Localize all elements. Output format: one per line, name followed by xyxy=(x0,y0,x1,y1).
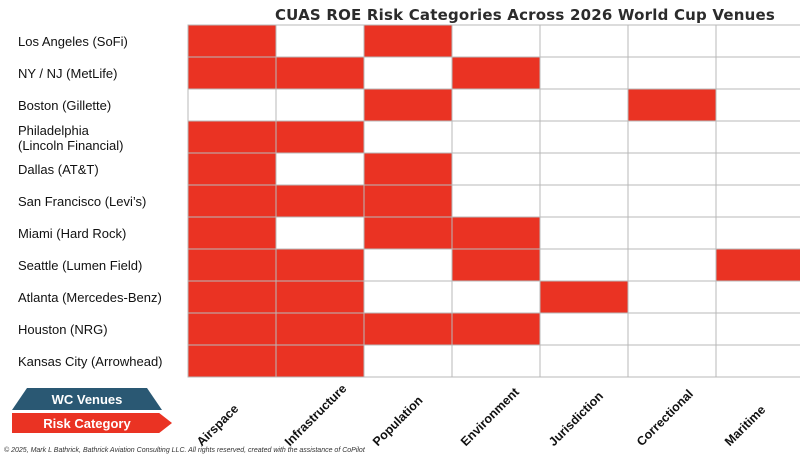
cell-r5-c3 xyxy=(451,184,541,218)
cell-r6-c4 xyxy=(539,216,629,250)
cell-r4-c2 xyxy=(363,152,453,186)
cell-r9-c6 xyxy=(715,312,800,346)
cell-r7-c4 xyxy=(539,248,629,282)
cell-r8-c5 xyxy=(627,280,717,314)
cell-r7-c3 xyxy=(451,248,541,282)
row-label: Seattle (Lumen Field) xyxy=(18,257,143,273)
cell-r5-c4 xyxy=(539,184,629,218)
cell-r10-c3 xyxy=(451,344,541,378)
cell-r6-c5 xyxy=(627,216,717,250)
cell-r3-c4 xyxy=(539,120,629,154)
cell-r2-c5 xyxy=(627,88,717,122)
cell-r2-c0 xyxy=(187,88,277,122)
cell-r2-c6 xyxy=(715,88,800,122)
cell-r1-c0 xyxy=(187,56,277,90)
cell-r10-c1 xyxy=(275,344,365,378)
cell-r0-c4 xyxy=(539,24,629,58)
cell-r1-c6 xyxy=(715,56,800,90)
cell-r10-c2 xyxy=(363,344,453,378)
cell-r1-c5 xyxy=(627,56,717,90)
cell-r8-c3 xyxy=(451,280,541,314)
cell-r3-c3 xyxy=(451,120,541,154)
cell-r5-c5 xyxy=(627,184,717,218)
cell-r8-c1 xyxy=(275,280,365,314)
cell-r7-c1 xyxy=(275,248,365,282)
row-label: Boston (Gillette) xyxy=(18,97,112,113)
cell-r3-c2 xyxy=(363,120,453,154)
cell-r8-c2 xyxy=(363,280,453,314)
cell-r4-c4 xyxy=(539,152,629,186)
cell-r8-c4 xyxy=(539,280,629,314)
cell-r9-c2 xyxy=(363,312,453,346)
cell-r3-c0 xyxy=(187,120,277,154)
row-label: Los Angeles (SoFi) xyxy=(18,33,128,49)
cell-r0-c2 xyxy=(363,24,453,58)
row-label: Miami (Hard Rock) xyxy=(18,225,127,241)
cell-r1-c1 xyxy=(275,56,365,90)
cell-r0-c1 xyxy=(275,24,365,58)
cell-r7-c0 xyxy=(187,248,277,282)
cell-r1-c2 xyxy=(363,56,453,90)
cell-r2-c3 xyxy=(451,88,541,122)
cell-r3-c6 xyxy=(715,120,800,154)
cell-r9-c1 xyxy=(275,312,365,346)
cell-r0-c6 xyxy=(715,24,800,58)
cell-r1-c3 xyxy=(451,56,541,90)
cell-r10-c5 xyxy=(627,344,717,378)
cell-r10-c6 xyxy=(715,344,800,378)
cell-r5-c6 xyxy=(715,184,800,218)
cell-r4-c3 xyxy=(451,152,541,186)
cell-r7-c5 xyxy=(627,248,717,282)
cell-r4-c5 xyxy=(627,152,717,186)
cell-r7-c2 xyxy=(363,248,453,282)
cell-r2-c2 xyxy=(363,88,453,122)
cell-r0-c5 xyxy=(627,24,717,58)
cell-r1-c4 xyxy=(539,56,629,90)
cell-r9-c5 xyxy=(627,312,717,346)
cell-r2-c1 xyxy=(275,88,365,122)
cell-r4-c6 xyxy=(715,152,800,186)
cell-r3-c5 xyxy=(627,120,717,154)
cell-r9-c0 xyxy=(187,312,277,346)
cell-r5-c2 xyxy=(363,184,453,218)
row-label: Dallas (AT&T) xyxy=(18,161,99,177)
cell-r4-c1 xyxy=(275,152,365,186)
cell-r9-c4 xyxy=(539,312,629,346)
cell-r6-c1 xyxy=(275,216,365,250)
cell-r9-c3 xyxy=(451,312,541,346)
cell-r5-c0 xyxy=(187,184,277,218)
row-label: San Francisco (Levi’s) xyxy=(18,193,147,209)
cell-r2-c4 xyxy=(539,88,629,122)
cell-r0-c0 xyxy=(187,24,277,58)
legend-risk-category: Risk Category xyxy=(12,413,172,433)
cell-r6-c0 xyxy=(187,216,277,250)
cell-r8-c0 xyxy=(187,280,277,314)
cell-r6-c6 xyxy=(715,216,800,250)
cell-r10-c4 xyxy=(539,344,629,378)
cell-r5-c1 xyxy=(275,184,365,218)
row-label: Houston (NRG) xyxy=(18,321,108,337)
row-label: Philadelphia (Lincoln Financial) xyxy=(18,123,124,153)
cell-r6-c3 xyxy=(451,216,541,250)
cell-r3-c1 xyxy=(275,120,365,154)
cell-r4-c0 xyxy=(187,152,277,186)
cell-r7-c6 xyxy=(715,248,800,282)
legend-wc-venues: WC Venues xyxy=(12,388,162,410)
cell-r0-c3 xyxy=(451,24,541,58)
cell-r10-c0 xyxy=(187,344,277,378)
chart-title: CUAS ROE Risk Categories Across 2026 Wor… xyxy=(274,6,776,24)
row-label: NY / NJ (MetLife) xyxy=(18,65,118,81)
cell-r6-c2 xyxy=(363,216,453,250)
cell-r8-c6 xyxy=(715,280,800,314)
copyright-footer: © 2025, Mark L Bathrick, Bathrick Aviati… xyxy=(4,447,365,454)
row-label: Kansas City (Arrowhead) xyxy=(18,353,163,369)
row-label: Atlanta (Mercedes-Benz) xyxy=(18,289,162,305)
